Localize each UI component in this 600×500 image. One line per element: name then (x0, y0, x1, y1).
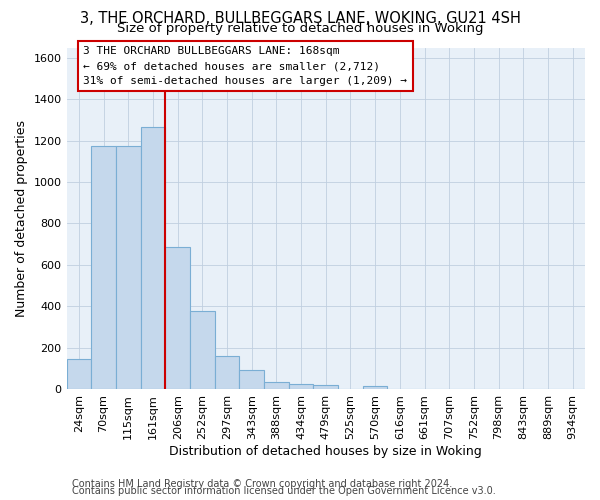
Text: 3, THE ORCHARD, BULLBEGGARS LANE, WOKING, GU21 4SH: 3, THE ORCHARD, BULLBEGGARS LANE, WOKING… (80, 11, 520, 26)
Bar (91, 146, 116, 389)
Bar (239, 370, 264, 389)
X-axis label: Distribution of detached houses by size in Woking: Distribution of detached houses by size … (169, 444, 482, 458)
Bar (215, 356, 239, 389)
Text: Contains HM Land Registry data © Crown copyright and database right 2024.: Contains HM Land Registry data © Crown c… (72, 479, 452, 489)
Bar (264, 382, 289, 389)
Text: Contains public sector information licensed under the Open Government Licence v3: Contains public sector information licen… (72, 486, 496, 496)
Bar (116, 146, 140, 389)
Text: Size of property relative to detached houses in Woking: Size of property relative to detached ho… (117, 22, 483, 35)
Bar (67, 359, 91, 389)
Bar (313, 385, 338, 389)
Bar (140, 127, 165, 389)
Bar (289, 384, 313, 389)
Text: 3 THE ORCHARD BULLBEGGARS LANE: 168sqm
← 69% of detached houses are smaller (2,7: 3 THE ORCHARD BULLBEGGARS LANE: 168sqm ←… (83, 46, 407, 86)
Bar (363, 386, 388, 389)
Y-axis label: Number of detached properties: Number of detached properties (15, 120, 28, 316)
Bar (190, 312, 215, 389)
Bar (165, 247, 190, 389)
